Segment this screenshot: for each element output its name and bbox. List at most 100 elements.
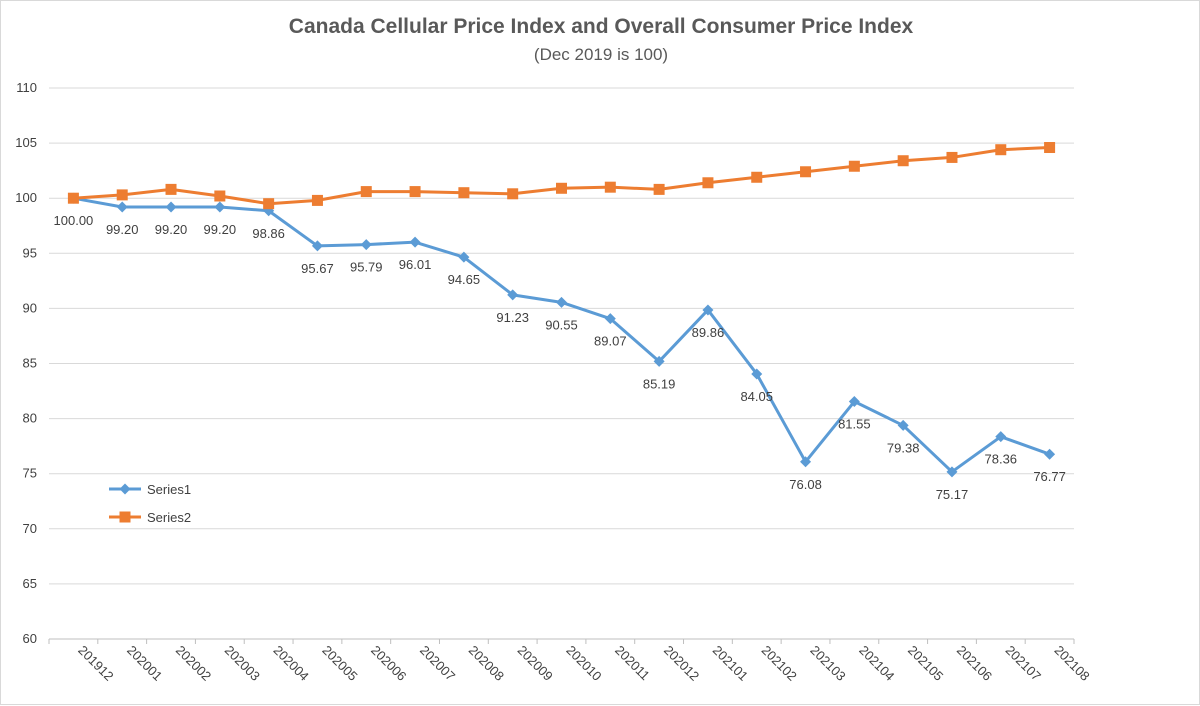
- series1-point: [507, 289, 519, 301]
- series2-point: [458, 187, 470, 199]
- legend: Series1 Series2: [109, 482, 191, 525]
- gridlines: [49, 87, 1074, 640]
- series2-point: [604, 181, 616, 193]
- series2-point: [653, 183, 665, 195]
- data-label: 84.05: [740, 389, 773, 404]
- data-label: 100.00: [54, 213, 94, 228]
- series2-point: [1044, 142, 1056, 154]
- x-tick-label: 202001: [124, 643, 165, 684]
- series1-point: [165, 201, 177, 213]
- series2-point: [263, 198, 275, 210]
- series2-point: [409, 186, 421, 198]
- x-tick-label: 201912: [75, 643, 116, 684]
- y-tick-label: 80: [23, 411, 37, 426]
- x-tick-label: 202101: [710, 643, 751, 684]
- series1-point: [360, 239, 372, 251]
- data-label: 76.08: [789, 477, 822, 492]
- data-label: 89.07: [594, 334, 627, 349]
- data-label: 91.23: [496, 310, 529, 325]
- series2-point: [995, 144, 1007, 156]
- x-tick-label: 202006: [368, 643, 409, 684]
- series2-point: [946, 151, 958, 163]
- chart-subtitle: (Dec 2019 is 100): [533, 45, 669, 64]
- series1-point: [897, 419, 909, 431]
- chart-title: Canada Cellular Price Index and Overall …: [288, 15, 914, 38]
- data-label: 95.67: [301, 261, 334, 276]
- series1-point: [458, 251, 470, 263]
- series-layer: [67, 142, 1056, 478]
- legend-label-1: Series1: [147, 482, 191, 497]
- legend-marker-2: [119, 511, 131, 523]
- series2-point: [702, 177, 714, 189]
- series1-point: [653, 355, 665, 367]
- series1-point: [946, 466, 958, 478]
- x-tick-label: 202108: [1051, 643, 1092, 684]
- y-tick-label: 65: [23, 576, 37, 591]
- data-label: 95.79: [350, 260, 383, 275]
- data-label: 89.86: [692, 325, 725, 340]
- data-label: 99.20: [155, 222, 188, 237]
- x-tick-label: 202103: [807, 643, 848, 684]
- series2-point: [165, 183, 177, 195]
- data-label: 79.38: [887, 440, 920, 455]
- series2-point: [116, 189, 128, 201]
- data-labels: 100.00 99.20 99.20 99.20 98.86 95.67 95.79 96.0…: [54, 213, 1066, 502]
- y-tick-label: 70: [23, 521, 37, 536]
- legend-label-2: Series2: [147, 510, 191, 525]
- series2-point: [67, 192, 79, 204]
- series1-point: [311, 240, 323, 252]
- series2-point: [311, 194, 323, 206]
- y-tick-label: 105: [15, 135, 37, 150]
- series2-point: [507, 188, 519, 200]
- x-tick-label: 202002: [173, 643, 214, 684]
- series1-point: [556, 296, 567, 308]
- series1-point: [214, 201, 226, 213]
- data-label: 99.20: [106, 222, 139, 237]
- series2-point: [360, 186, 372, 198]
- data-label: 78.36: [985, 452, 1018, 467]
- series1-point: [702, 304, 714, 316]
- x-tick-label: 202003: [222, 643, 263, 684]
- series2-point: [214, 190, 226, 202]
- series1-point: [604, 313, 616, 325]
- series1-point: [800, 456, 812, 468]
- data-label: 90.55: [545, 317, 578, 332]
- series1-point: [995, 431, 1007, 443]
- data-label: 76.77: [1033, 469, 1066, 484]
- data-label: 75.17: [936, 487, 969, 502]
- y-tick-label: 95: [23, 245, 37, 260]
- y-tick-label: 110: [16, 80, 37, 95]
- series2-point: [848, 160, 860, 172]
- series2-point: [556, 182, 567, 194]
- data-label: 96.01: [399, 257, 432, 272]
- data-label: 98.86: [252, 226, 285, 241]
- x-tick-label: 202010: [563, 643, 604, 684]
- series1-point: [848, 396, 860, 408]
- data-label: 85.19: [643, 376, 676, 391]
- x-tick-label: 202105: [905, 643, 946, 684]
- data-label: 94.65: [448, 272, 481, 287]
- x-tick-label: 202106: [954, 643, 995, 684]
- x-tick-label: 202005: [319, 643, 360, 684]
- x-tick-label: 202007: [417, 643, 458, 684]
- y-tick-label: 75: [23, 466, 37, 481]
- data-label: 99.20: [204, 222, 237, 237]
- x-tick-label: 202012: [661, 643, 702, 684]
- x-tick-label: 202107: [1003, 643, 1044, 684]
- legend-marker-1: [119, 483, 131, 495]
- x-tick-label: 202102: [759, 643, 800, 684]
- series1-point: [751, 368, 763, 380]
- y-tick-label: 60: [23, 631, 37, 646]
- series1-point: [116, 201, 128, 213]
- series2-point: [800, 166, 812, 178]
- x-tick-label: 202004: [271, 643, 312, 684]
- x-tick-label: 202009: [515, 643, 556, 684]
- x-tick-label: 202008: [466, 643, 507, 684]
- series1-point: [1044, 448, 1056, 460]
- series1-point: [409, 236, 421, 248]
- series2-point: [751, 171, 763, 183]
- series2-point: [897, 155, 909, 167]
